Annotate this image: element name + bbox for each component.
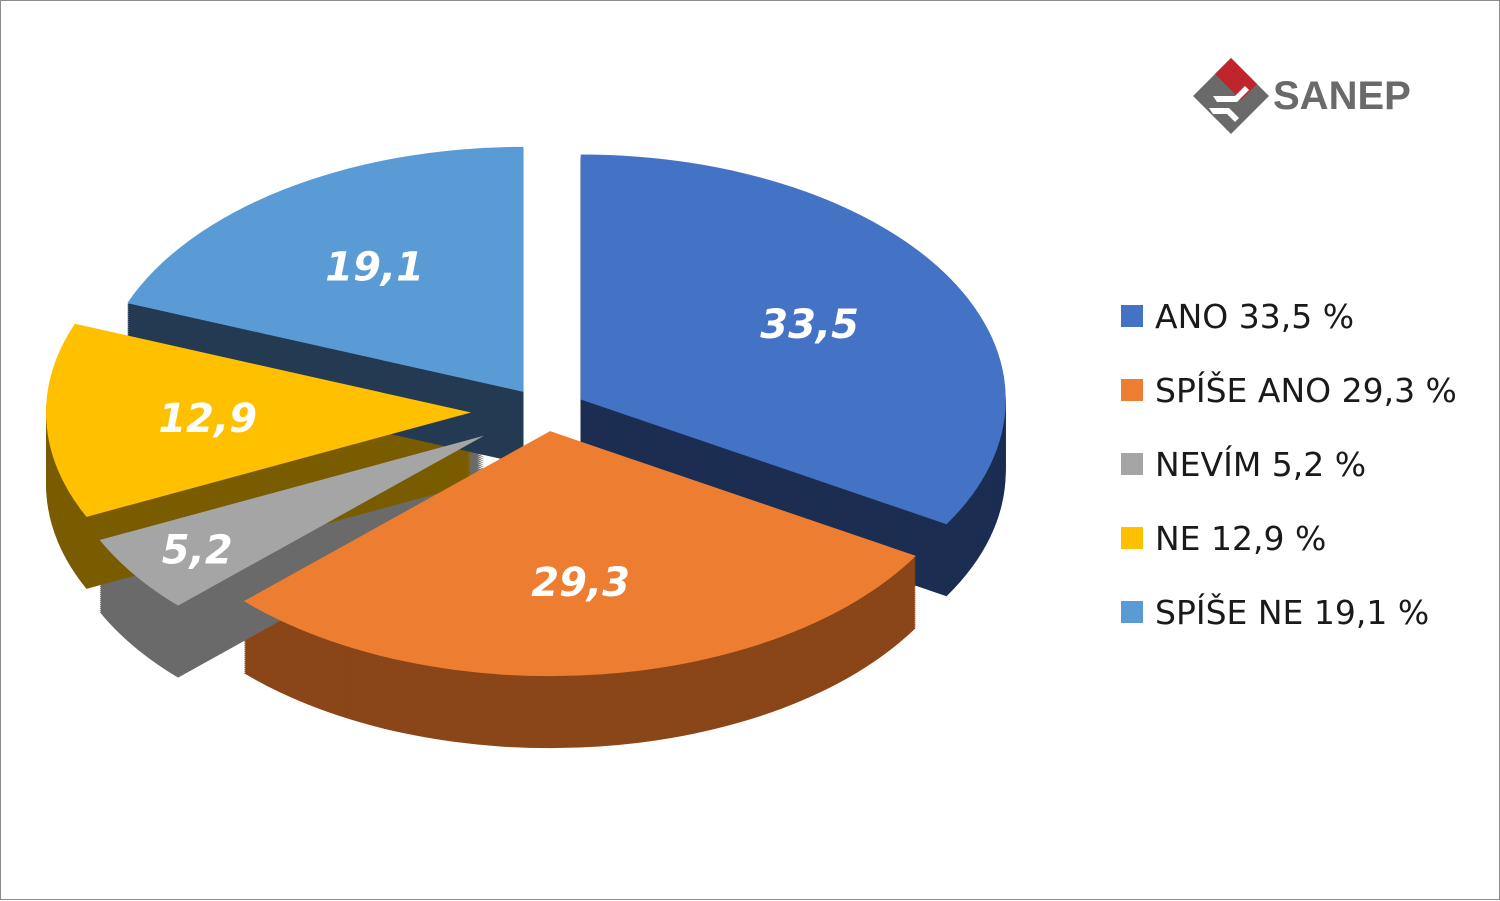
pie-slice-spíše-ano (243, 431, 916, 677)
pie-slice-spíše-ne (127, 146, 524, 392)
legend-swatch (1121, 601, 1143, 623)
legend-swatch (1121, 527, 1143, 549)
legend-label: SPÍŠE ANO 29,3 % (1155, 370, 1457, 410)
legend-label: NE 12,9 % (1155, 518, 1327, 558)
legend-item: ANO 33,5 % (1121, 279, 1457, 353)
legend-label: SPÍŠE NE 19,1 % (1155, 592, 1430, 632)
chart-legend: ANO 33,5 % SPÍŠE ANO 29,3 % NEVÍM 5,2 % NE … (1121, 279, 1457, 649)
legend-item: NE 12,9 % (1121, 501, 1457, 575)
legend-item: NEVÍM 5,2 % (1121, 427, 1457, 501)
pie-slice-nevím (99, 435, 485, 606)
pie-slice-ne (46, 323, 472, 517)
pie-chart: 33,5 29,3 5,2 12,9 19,1 (46, 146, 1006, 749)
brand-name: SANEP (1273, 74, 1411, 118)
legend-label: NEVÍM 5,2 % (1155, 444, 1367, 484)
legend-swatch (1121, 379, 1143, 401)
legend-swatch (1121, 453, 1143, 475)
legend-label: ANO 33,5 % (1155, 296, 1355, 336)
data-label-spíše-ne: 19,1 (325, 244, 424, 290)
data-label-nevím: 5,2 (162, 528, 233, 574)
pie-slice-ano (580, 154, 1006, 525)
data-label-ne: 12,9 (158, 396, 257, 442)
data-label-ano: 33,5 (760, 302, 859, 348)
sanep-logo-icon (1193, 58, 1269, 134)
data-label-spíše-ano: 29,3 (531, 560, 630, 606)
legend-item: SPÍŠE NE 19,1 % (1121, 575, 1457, 649)
legend-item: SPÍŠE ANO 29,3 % (1121, 353, 1457, 427)
legend-swatch (1121, 305, 1143, 327)
sanep-logo: SANEP (1191, 56, 1441, 141)
